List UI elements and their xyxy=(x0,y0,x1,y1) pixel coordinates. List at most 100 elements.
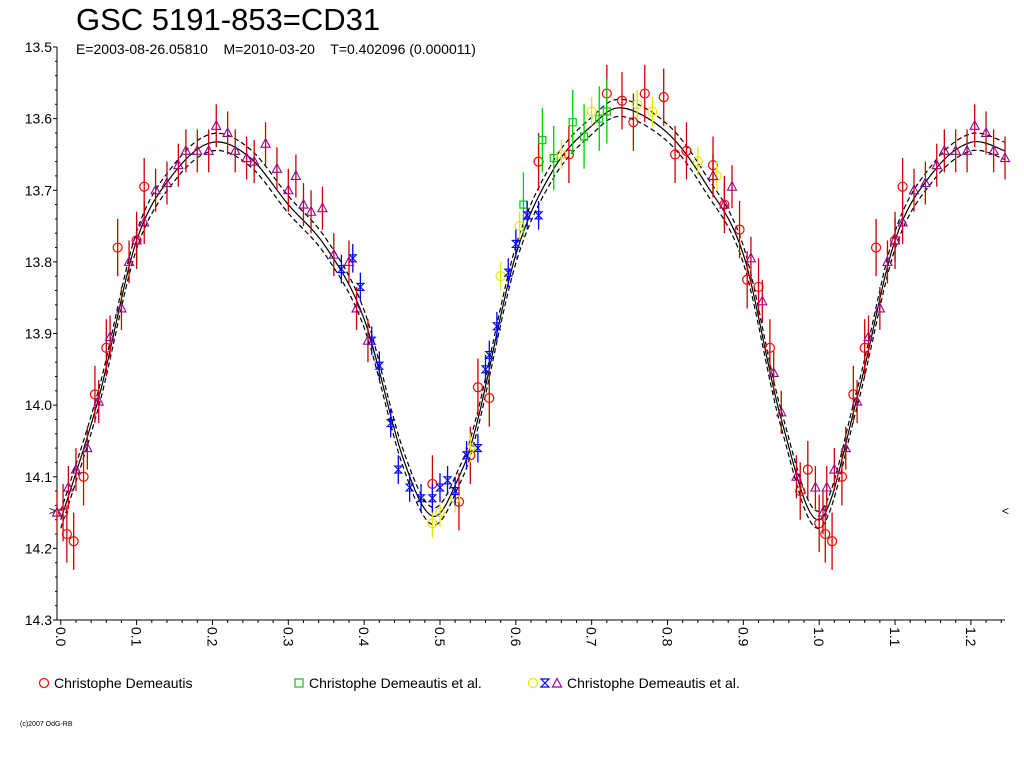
legend-marker-hourglass-blue xyxy=(539,678,551,688)
data-point-triangle xyxy=(726,180,738,191)
data-point-circle xyxy=(870,242,882,253)
data-point-triangle xyxy=(191,144,203,155)
data-point-hourglass xyxy=(533,211,544,220)
data-point-circle xyxy=(681,145,692,156)
data-point-triangle xyxy=(775,406,787,417)
data-point-triangle xyxy=(351,302,362,313)
data-point-circle xyxy=(764,342,775,353)
data-point-triangle xyxy=(172,159,184,170)
data-point-triangle xyxy=(961,144,973,155)
series-3-hourglass xyxy=(336,200,544,513)
legend-item-2: Christophe Demeautis et al. xyxy=(293,674,482,692)
data-point-triangle xyxy=(817,506,829,517)
data-point-triangle xyxy=(745,252,757,263)
copyright-credit: (c)2007 OdG-RB xyxy=(20,721,73,728)
data-point-square xyxy=(538,136,547,145)
data-point-circle xyxy=(61,528,72,540)
data-point-triangle xyxy=(362,334,374,345)
data-point-triangle xyxy=(988,144,1000,155)
data-point-triangle xyxy=(210,119,222,130)
data-point-circle xyxy=(692,156,703,167)
legend-marker-square-green xyxy=(294,678,304,688)
x-tick-label: 0.9 xyxy=(735,627,751,647)
data-point-circle xyxy=(434,507,446,518)
data-point-triangle xyxy=(343,255,355,266)
data-point-triangle xyxy=(298,198,309,209)
data-point-hourglass xyxy=(461,451,472,460)
legend-label-3: Christophe Demeautis et al. xyxy=(567,675,740,691)
fit-lower-band xyxy=(60,115,1006,529)
x-tick-label: 0.5 xyxy=(432,627,448,647)
chart-title: GSC 5191-853=CD31 xyxy=(76,2,381,37)
x-tick-label: 0.2 xyxy=(204,627,220,647)
data-point-hourglass xyxy=(503,268,514,277)
x-tick-label: 1.2 xyxy=(963,627,979,647)
chart-axes: 13.5 13.6 13.7 13.8 13.9 14.0 14.1 14.2 14.30.0 0… xyxy=(25,39,1005,647)
data-point-hourglass xyxy=(427,494,438,503)
data-point-hourglass xyxy=(492,322,502,331)
x-tick-label: 0.4 xyxy=(356,627,372,647)
data-point-triangle xyxy=(248,155,260,166)
data-point-triangle xyxy=(305,205,317,216)
data-point-triangle xyxy=(919,176,931,188)
data-point-square xyxy=(595,114,604,123)
data-point-hourglass xyxy=(522,211,533,220)
legend-label-2: Christophe Demeautis et al. xyxy=(309,675,482,691)
data-point-circle xyxy=(465,443,476,454)
data-point-triangle xyxy=(241,151,253,163)
data-point-triangle xyxy=(768,366,780,377)
data-point-triangle xyxy=(81,441,93,453)
data-point-circle xyxy=(820,528,831,540)
data-point-circle xyxy=(533,156,544,167)
data-point-circle xyxy=(89,389,101,400)
data-point-triangle xyxy=(828,463,840,474)
legend-label-1: Christophe Demeautis xyxy=(54,675,193,691)
data-point-triangle xyxy=(93,395,105,406)
data-point-triangle xyxy=(980,126,992,137)
data-point-triangle xyxy=(282,184,294,195)
data-point-circle xyxy=(711,170,722,182)
data-point-circle xyxy=(139,181,150,192)
y-tick-label: 14.1 xyxy=(25,469,52,485)
data-point-circle xyxy=(632,99,643,110)
data-point-circle xyxy=(734,224,745,235)
chart-canvas: 13.5 13.6 13.7 13.8 13.9 14.0 14.1 14.2 14.30.0 0… xyxy=(25,39,1011,647)
data-point-triangle xyxy=(271,162,283,173)
data-point-triangle xyxy=(969,119,981,130)
data-point-circle xyxy=(897,181,908,192)
data-point-circle xyxy=(669,149,681,160)
data-point-triangle xyxy=(104,330,116,342)
data-point-circle xyxy=(753,281,764,293)
chart-subtitle: E=2003-08-26.05810 M=2010-03-20 T=0.4020… xyxy=(76,41,476,57)
data-point-hourglass xyxy=(393,465,404,474)
fit-mean-curve xyxy=(60,107,1006,521)
data-point-circle xyxy=(101,342,112,353)
data-point-triangle xyxy=(840,441,852,453)
data-point-circle xyxy=(68,536,79,547)
data-point-hourglass xyxy=(336,264,347,274)
data-point-triangle xyxy=(999,151,1011,163)
x-tick-label: 0.8 xyxy=(660,627,676,647)
data-point-triangle xyxy=(260,137,271,148)
data-point-triangle xyxy=(950,144,962,155)
data-point-circle xyxy=(836,471,848,482)
data-point-triangle xyxy=(882,255,893,266)
y-tick-label: 13.5 xyxy=(25,39,52,55)
data-point-triangle xyxy=(809,481,821,492)
data-point-triangle xyxy=(791,470,802,481)
data-point-circle xyxy=(814,518,825,529)
data-point-triangle xyxy=(821,481,833,492)
data-point-triangle xyxy=(150,184,162,195)
left-edge-mark: > xyxy=(49,504,56,518)
legend-marker-circle-yellow xyxy=(527,677,539,689)
y-tick-label: 13.7 xyxy=(25,182,52,198)
data-point-triangle xyxy=(889,234,901,245)
data-point-triangle xyxy=(131,234,143,245)
y-tick-label: 14.2 xyxy=(25,540,52,556)
data-point-circle xyxy=(57,507,69,518)
data-point-circle xyxy=(427,518,438,529)
data-point-triangle xyxy=(938,144,950,155)
data-point-square xyxy=(579,132,589,141)
data-point-circle xyxy=(472,382,484,393)
data-point-circle xyxy=(514,220,525,232)
